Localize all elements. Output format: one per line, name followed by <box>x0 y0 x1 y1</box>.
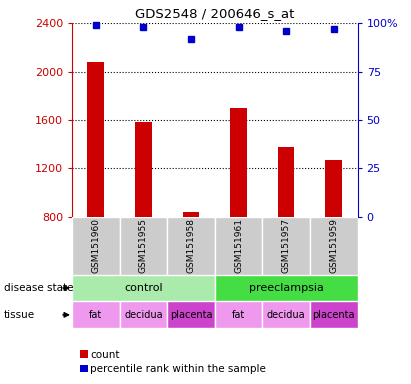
Bar <box>72 275 215 301</box>
Bar <box>72 217 120 275</box>
Text: GSM151958: GSM151958 <box>187 218 196 273</box>
Title: GDS2548 / 200646_s_at: GDS2548 / 200646_s_at <box>135 7 294 20</box>
Text: placenta: placenta <box>170 310 212 320</box>
Bar <box>167 217 215 275</box>
Bar <box>230 108 247 217</box>
Bar <box>215 275 358 301</box>
Bar <box>88 62 104 217</box>
Text: disease state: disease state <box>4 283 74 293</box>
Text: preeclampsia: preeclampsia <box>249 283 323 293</box>
Bar <box>278 147 295 217</box>
Text: decidua: decidua <box>267 310 305 320</box>
Text: count: count <box>90 350 120 360</box>
Text: GSM151955: GSM151955 <box>139 218 148 273</box>
Text: percentile rank within the sample: percentile rank within the sample <box>90 364 266 374</box>
Text: GSM151961: GSM151961 <box>234 218 243 273</box>
Bar <box>120 301 167 328</box>
Bar <box>167 301 215 328</box>
Text: GSM151960: GSM151960 <box>91 218 100 273</box>
Bar <box>310 217 358 275</box>
Text: fat: fat <box>232 310 245 320</box>
Bar <box>182 212 199 217</box>
Text: decidua: decidua <box>124 310 163 320</box>
Bar <box>120 217 167 275</box>
Text: tissue: tissue <box>4 310 35 320</box>
Text: control: control <box>124 283 163 293</box>
Bar <box>135 122 152 217</box>
Bar <box>72 301 120 328</box>
Text: GSM151957: GSM151957 <box>282 218 291 273</box>
Text: GSM151959: GSM151959 <box>329 218 338 273</box>
Bar <box>310 301 358 328</box>
Bar <box>215 301 262 328</box>
Bar <box>215 217 262 275</box>
Text: fat: fat <box>89 310 102 320</box>
Bar <box>326 160 342 217</box>
Bar <box>262 217 310 275</box>
Bar <box>262 301 310 328</box>
Text: placenta: placenta <box>312 310 355 320</box>
